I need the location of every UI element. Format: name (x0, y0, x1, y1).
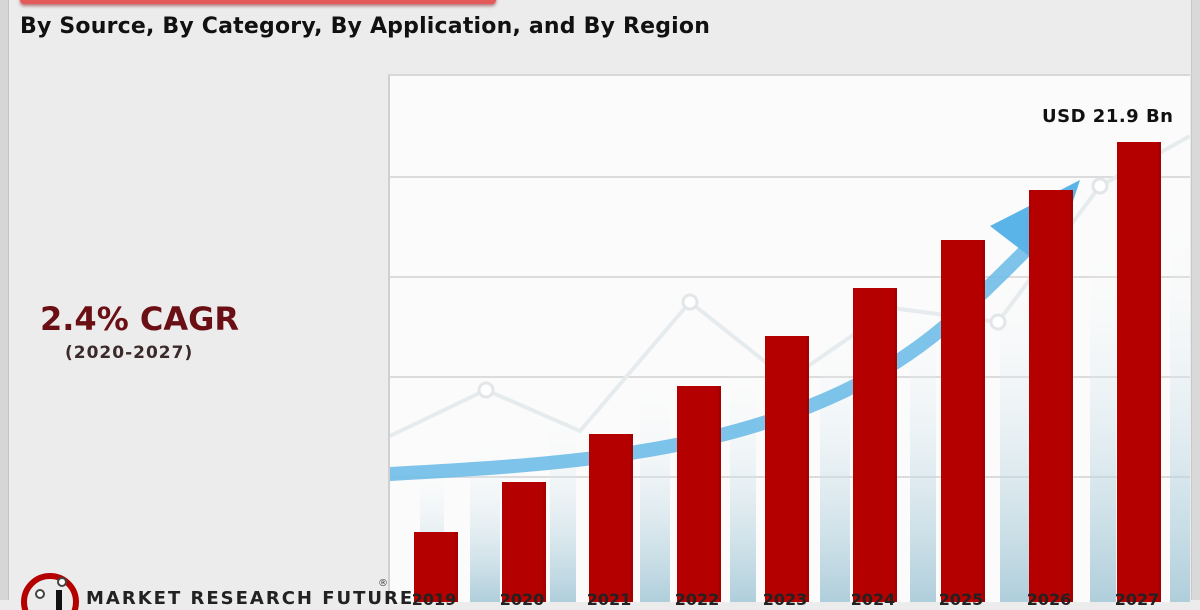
registered-mark: ® (378, 578, 388, 589)
chart-subtitle: By Source, By Category, By Application, … (20, 14, 711, 39)
cagr-period: (2020-2027) (65, 343, 194, 363)
brand-logo-icon (21, 573, 79, 610)
brand-name: MARKET RESEARCH FUTURE (86, 588, 415, 609)
bar-2027 (1117, 142, 1161, 602)
gridline (390, 176, 1190, 178)
bar-2021 (589, 434, 633, 602)
left-window-border (0, 0, 9, 600)
title-banner (20, 0, 496, 4)
chart-area (388, 74, 1190, 602)
bar-2023 (765, 336, 809, 602)
right-window-border (1191, 0, 1200, 600)
bar-2022 (677, 386, 721, 602)
bar-2020 (502, 482, 546, 602)
gridline (390, 276, 1190, 278)
bar-2026 (1029, 190, 1073, 602)
bar-2024 (853, 288, 897, 602)
final-value-label: USD 21.9 Bn (1042, 106, 1174, 127)
cagr-value: 2.4% CAGR (40, 300, 240, 338)
bar-2025 (941, 240, 985, 602)
bar-2019 (414, 532, 458, 602)
